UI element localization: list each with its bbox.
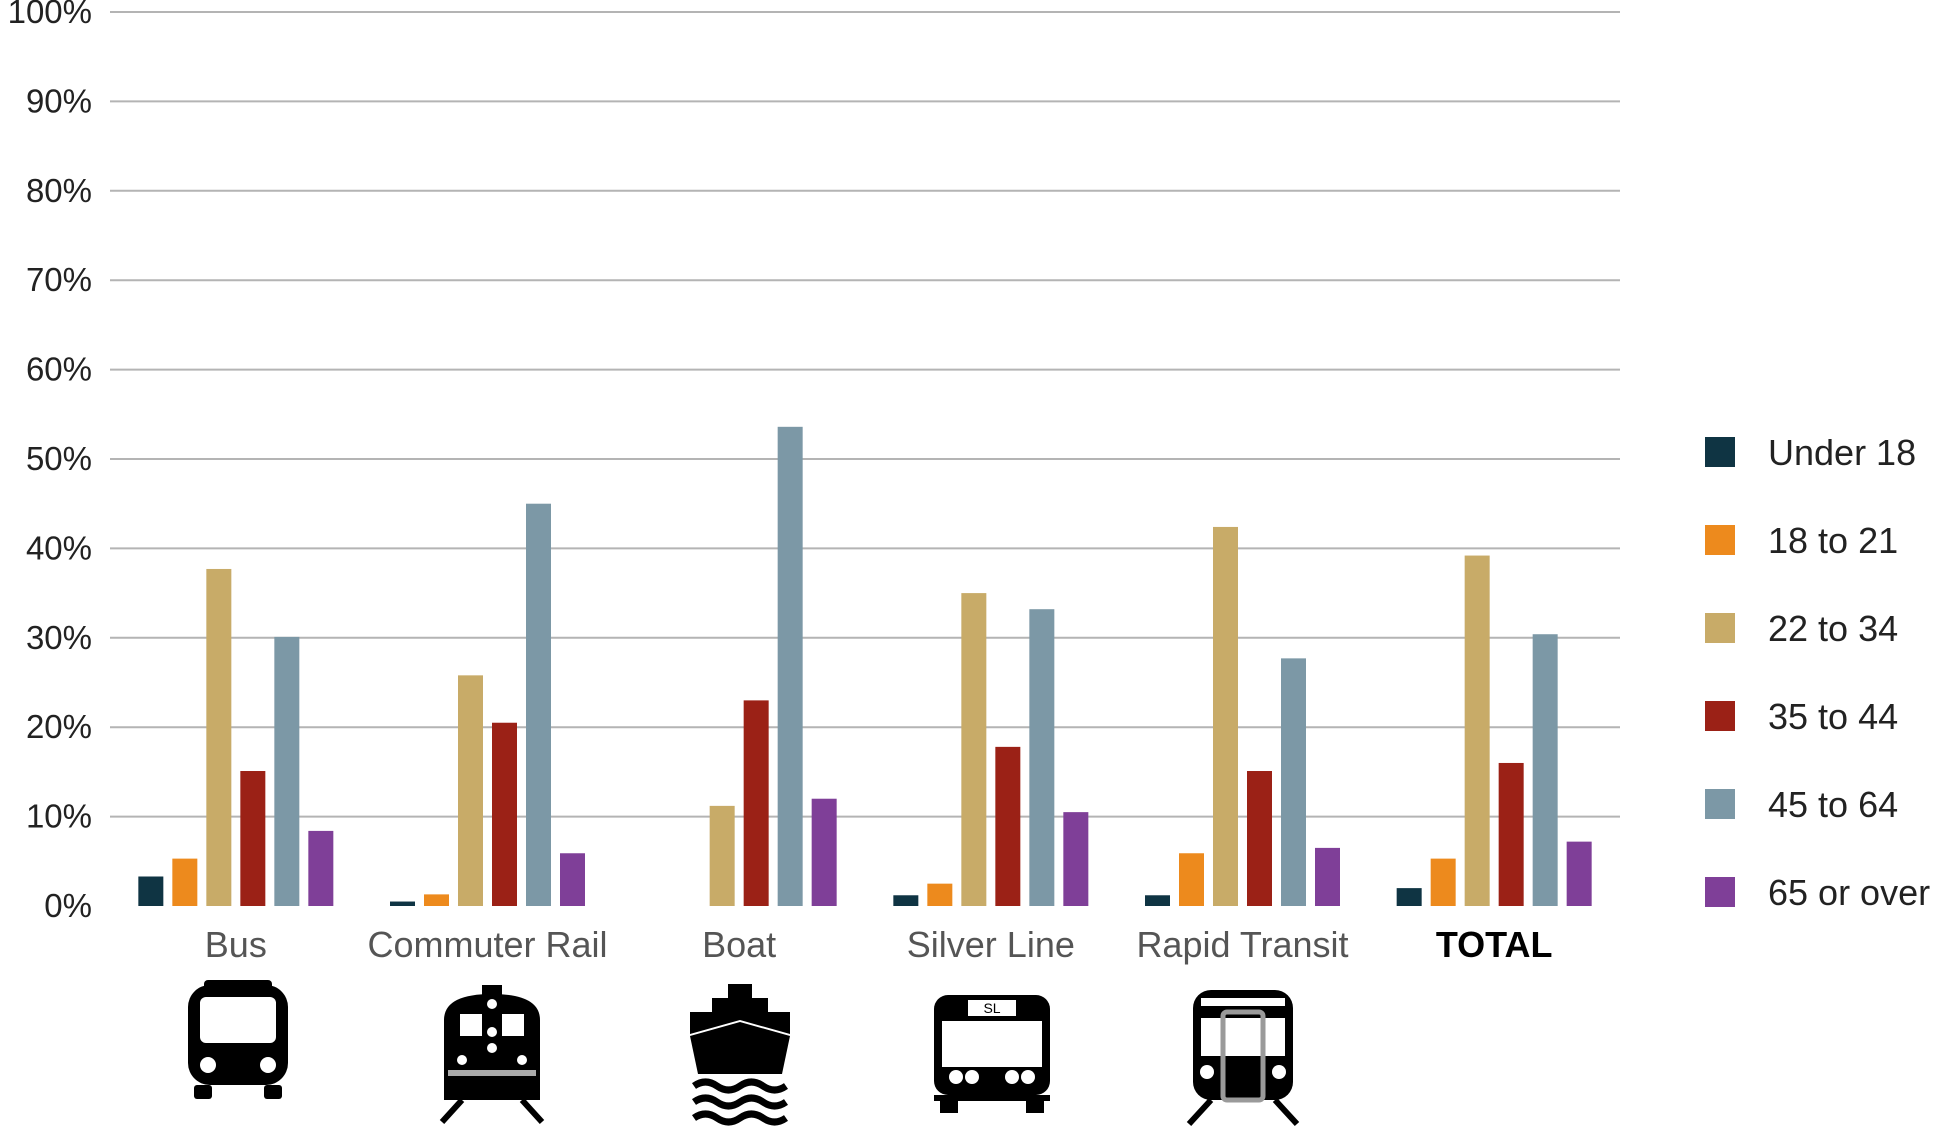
bar (1247, 771, 1272, 906)
x-category-label: Rapid Transit (1136, 924, 1348, 965)
rapid-transit-train-icon (1186, 990, 1300, 1127)
x-axis-categories: Bus Commuter Rail Boat Silver Line Rapid Tra… (205, 924, 1553, 965)
bar (1213, 526, 1238, 906)
bar (424, 894, 449, 906)
silver-line-bus-icon: SL (934, 995, 1050, 1113)
bar (777, 426, 803, 906)
legend-label: 18 to 21 (1768, 520, 1898, 561)
bar (274, 636, 300, 906)
bar (709, 805, 735, 906)
bar (526, 503, 551, 906)
bar (1566, 841, 1592, 906)
legend-label: 65 or over (1768, 872, 1930, 913)
legend-swatch (1705, 525, 1735, 555)
x-category-label: TOTAL (1436, 924, 1553, 965)
bar (560, 853, 585, 906)
x-category-label: Silver Line (907, 924, 1075, 965)
bar (458, 675, 483, 906)
legend-swatch (1705, 701, 1735, 731)
bar (1396, 888, 1422, 906)
legend-label: 45 to 64 (1768, 784, 1898, 825)
commuter-rail-train-icon (439, 985, 545, 1125)
bar (743, 700, 769, 906)
legend-swatch (1705, 789, 1735, 819)
bars (138, 426, 1592, 906)
bar (1063, 812, 1089, 906)
legend: Under 18 18 to 21 22 to 34 35 to 44 45 to 64… (1705, 432, 1930, 913)
bar (995, 746, 1021, 906)
bus-icon (188, 980, 288, 1099)
bar (893, 895, 919, 906)
x-category-label: Commuter Rail (367, 924, 607, 965)
y-tick-label: 40% (26, 529, 92, 566)
gridlines (110, 11, 1620, 818)
bar (308, 830, 334, 906)
bar (1315, 847, 1340, 906)
y-tick-label: 30% (26, 619, 92, 656)
legend-swatch (1705, 613, 1735, 643)
bar (1179, 853, 1204, 906)
bar (1029, 609, 1055, 906)
y-tick-label: 0% (44, 887, 92, 924)
bar (138, 876, 164, 906)
bar (811, 798, 837, 906)
bar (206, 568, 232, 906)
legend-label: 35 to 44 (1768, 696, 1898, 737)
x-category-label: Boat (702, 924, 776, 965)
legend-label: Under 18 (1768, 432, 1916, 473)
y-tick-label: 10% (26, 798, 92, 835)
legend-label: 22 to 34 (1768, 608, 1898, 649)
y-axis-ticks: 0% 10% 20% 30% 40% 50% 60% 70% 80% 90% 100% (8, 0, 92, 924)
y-tick-label: 50% (26, 440, 92, 477)
y-tick-label: 60% (26, 351, 92, 388)
y-tick-label: 90% (26, 82, 92, 119)
bar (1532, 634, 1558, 906)
bar (961, 593, 987, 906)
silver-line-icon-text: SL (983, 1000, 1000, 1016)
bar (1281, 658, 1306, 906)
legend-swatch (1705, 437, 1735, 467)
y-tick-label: 70% (26, 261, 92, 298)
bar (492, 722, 517, 906)
y-tick-label: 20% (26, 708, 92, 745)
x-category-label: Bus (205, 924, 267, 965)
boat-ferry-icon (690, 984, 790, 1126)
bar (1145, 895, 1170, 906)
bar (240, 771, 266, 906)
bar (1464, 555, 1490, 906)
bar (172, 858, 198, 906)
legend-swatch (1705, 877, 1735, 907)
bar (1498, 762, 1524, 906)
bar (927, 883, 953, 906)
y-tick-label: 80% (26, 172, 92, 209)
y-tick-label: 100% (8, 0, 92, 30)
bar (390, 901, 415, 906)
bar (1430, 858, 1456, 906)
